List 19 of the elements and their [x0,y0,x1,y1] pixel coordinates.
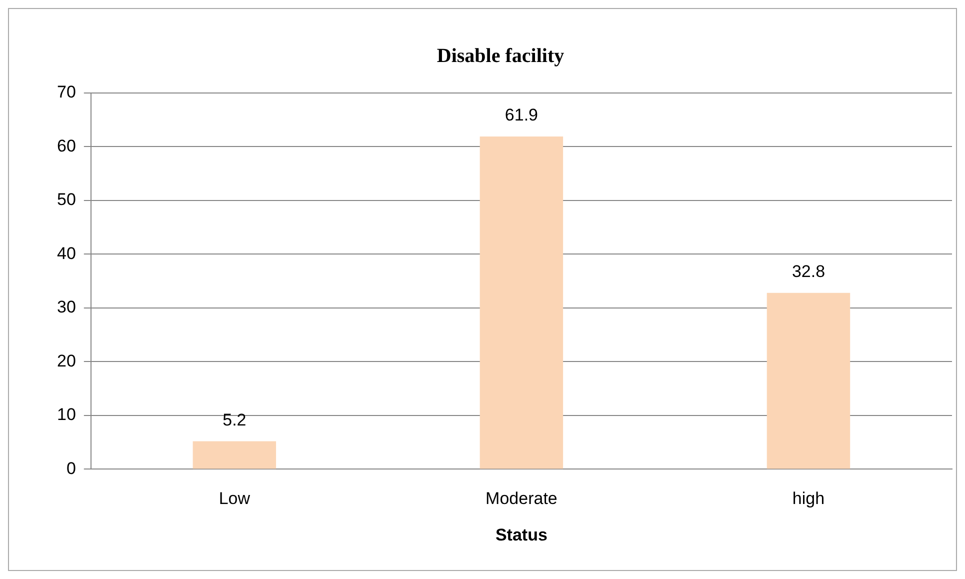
bar [766,292,850,469]
bar [480,136,564,469]
y-tick-label: 60 [56,136,76,156]
x-axis-title: Status [495,525,548,544]
y-tick-label: 30 [56,298,76,317]
chart-title: Disable facility [436,45,564,68]
y-tick-label: 40 [56,244,76,263]
x-tick-label: Moderate [486,489,558,508]
data-label: 32.8 [792,262,826,282]
data-label: 5.2 [222,410,246,430]
y-tick-label: 50 [56,190,76,210]
y-tick-label: 20 [56,351,76,370]
x-tick-label: high [792,489,825,508]
bar [192,441,276,469]
x-tick-label: Low [218,489,251,508]
data-label: 61.9 [504,106,538,125]
y-tick-label: 0 [66,458,76,478]
y-tick-label: 10 [56,405,76,424]
y-tick-label: 70 [56,82,76,102]
